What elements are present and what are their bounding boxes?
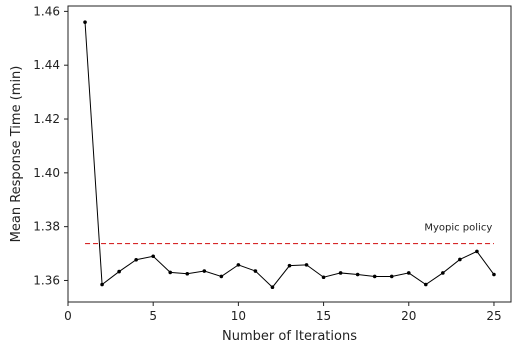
y-tick-label: 1.36 xyxy=(33,273,60,287)
data-point xyxy=(253,269,258,273)
axes: 0 5 10 15 20 25 1.36 1.38 1.40 1.42 1.44 1.46 xyxy=(33,4,512,323)
data-point xyxy=(185,271,190,276)
data-point xyxy=(83,20,87,24)
data-point xyxy=(458,257,462,262)
x-tick-label: 25 xyxy=(486,309,501,323)
x-tick-label: 5 xyxy=(149,309,157,323)
x-tick-label: 15 xyxy=(316,309,331,323)
data-point xyxy=(287,263,292,268)
data-point xyxy=(117,269,121,274)
data-point xyxy=(389,274,394,279)
plot-area xyxy=(83,20,496,290)
data-point xyxy=(100,282,104,287)
y-axis-label: Mean Response Time (min) xyxy=(9,66,24,243)
data-point xyxy=(441,271,445,275)
x-axis-label: Number of Iterations xyxy=(222,329,357,344)
data-point xyxy=(338,271,343,275)
series-line xyxy=(84,22,495,288)
data-point xyxy=(492,272,496,277)
axes-frame xyxy=(67,5,512,303)
data-point xyxy=(406,271,411,275)
data-point xyxy=(355,272,360,277)
y-tick-label: 1.40 xyxy=(33,166,60,180)
x-tick-label: 20 xyxy=(401,309,416,323)
data-point xyxy=(270,285,275,290)
data-point xyxy=(168,270,173,275)
data-point xyxy=(151,254,155,259)
y-tick-label: 1.42 xyxy=(33,112,60,126)
data-point xyxy=(424,282,428,287)
x-tick-label: 0 xyxy=(64,309,72,323)
data-point xyxy=(304,263,309,267)
data-point xyxy=(202,269,207,273)
y-tick-label: 1.46 xyxy=(33,4,60,18)
data-point xyxy=(475,249,479,254)
data-point xyxy=(236,263,241,267)
data-point xyxy=(219,274,224,279)
chart-labels: Number of Iterations Mean Response Time … xyxy=(9,66,492,344)
x-tick-label: 10 xyxy=(231,309,246,323)
data-point xyxy=(321,275,326,280)
y-tick-label: 1.44 xyxy=(33,58,60,72)
data-point xyxy=(372,274,377,279)
myopic-policy-label: Myopic policy xyxy=(424,223,492,234)
y-tick-label: 1.38 xyxy=(33,220,60,234)
data-point xyxy=(134,257,138,262)
